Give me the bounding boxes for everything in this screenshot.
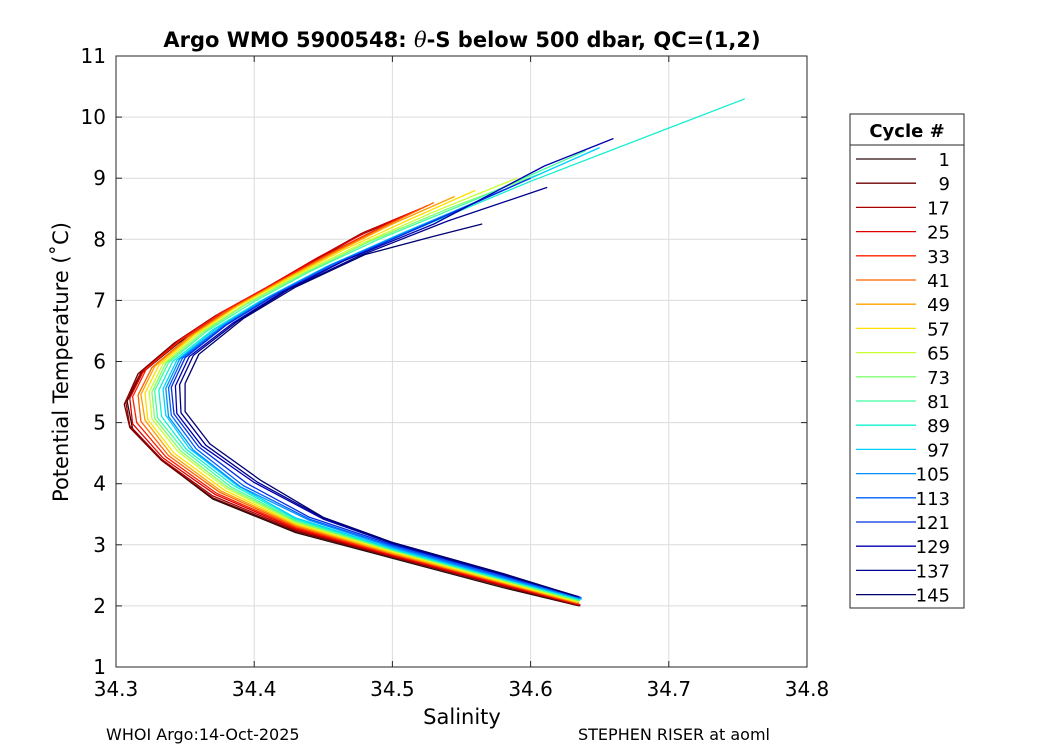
chart-title: Argo WMO 5900548: θ-S below 500 dbar, QC… xyxy=(163,28,760,52)
series-line-cycle-113 xyxy=(167,183,582,599)
legend-label: 33 xyxy=(927,247,950,268)
legend-label: 65 xyxy=(927,344,950,365)
y-tick-label: 7 xyxy=(93,288,106,312)
legend-label: 1 xyxy=(939,150,950,171)
x-axis-label: Salinity xyxy=(423,705,501,729)
x-tick-label: 34.8 xyxy=(785,677,830,701)
legend-label: 9 xyxy=(939,174,950,195)
legend-label: 89 xyxy=(927,416,950,437)
series-line-cycle-41 xyxy=(137,202,578,605)
series-line-cycle-73 xyxy=(151,171,581,602)
footer-left: WHOI Argo:14-Oct-2025 xyxy=(106,725,300,744)
legend-label: 17 xyxy=(927,198,950,219)
x-tick-label: 34.3 xyxy=(94,677,139,701)
legend-label: 25 xyxy=(927,223,950,244)
legend-entries: 1 9 17 25 33 41 49 57 65 73 81 89 97 105 113 121 129 137 1… xyxy=(856,150,950,607)
legend-label: 137 xyxy=(916,561,950,582)
y-tick-label: 4 xyxy=(93,472,106,496)
series-line-cycle-49 xyxy=(140,195,580,604)
y-tick-label: 6 xyxy=(93,350,106,374)
x-tick-label: 34.6 xyxy=(508,677,553,701)
y-axis-label: Potential Temperature (˚C) xyxy=(49,222,73,502)
series-line-cycle-25 xyxy=(129,208,581,606)
footer-right: STEPHEN RISER at aoml xyxy=(578,725,770,744)
legend-label: 73 xyxy=(927,368,950,389)
legend: Cycle # 1 9 17 25 33 41 49 57 65 73 81 89 97 105 113 12… xyxy=(849,113,965,609)
series-line-cycle-145 xyxy=(184,223,577,597)
x-tick-label: 34.5 xyxy=(370,677,415,701)
y-tick-label: 1 xyxy=(93,655,106,679)
legend-label: 97 xyxy=(927,440,950,461)
legend-label: 49 xyxy=(927,295,950,316)
grid xyxy=(115,55,808,668)
legend-label: 121 xyxy=(916,513,950,534)
y-tick-label: 2 xyxy=(93,594,106,618)
legend-label: 129 xyxy=(916,537,950,558)
x-tick-label: 34.7 xyxy=(647,677,692,701)
legend-label: 81 xyxy=(927,392,950,413)
legend-label: 41 xyxy=(927,271,950,292)
series-line-cycle-33 xyxy=(131,205,580,605)
series-line-cycle-105 xyxy=(165,189,581,600)
data-series-layer xyxy=(123,98,746,607)
legend-label: 145 xyxy=(916,586,950,607)
legend-box xyxy=(849,113,965,609)
series-line-cycle-57 xyxy=(144,189,578,603)
x-tick-label: 34.4 xyxy=(232,677,277,701)
y-tick-label: 8 xyxy=(93,227,106,251)
legend-label: 57 xyxy=(927,319,950,340)
series-line-cycle-65 xyxy=(148,177,580,603)
y-tick-label: 10 xyxy=(81,105,106,129)
legend-label: 113 xyxy=(916,489,950,510)
y-tick-label: 11 xyxy=(81,44,106,68)
legend-title: Cycle # xyxy=(869,121,944,142)
y-tick-label: 9 xyxy=(93,166,106,190)
series-line-cycle-129 xyxy=(174,137,614,598)
axis-ticks: 34.3 34.4 34.5 34.6 34.7 34.8 1 2 3 4 5 6 7 8 9 10 11 xyxy=(81,44,830,701)
legend-label: 105 xyxy=(916,465,950,486)
series-line-cycle-81 xyxy=(154,150,587,602)
y-tick-label: 3 xyxy=(93,533,106,557)
y-tick-label: 5 xyxy=(93,411,106,435)
